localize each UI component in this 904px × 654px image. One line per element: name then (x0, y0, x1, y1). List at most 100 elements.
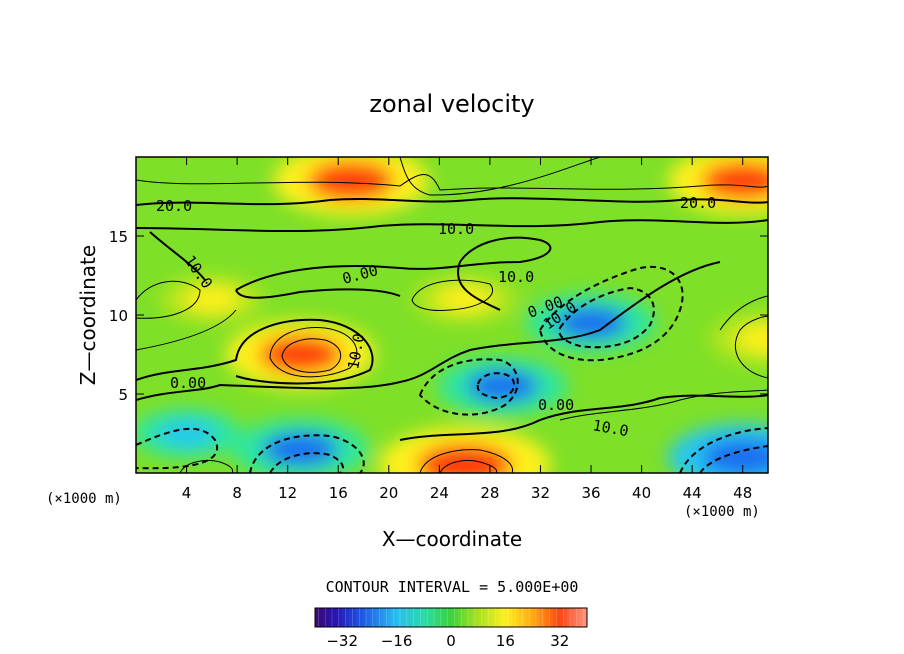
colorbar-cell (563, 608, 568, 627)
colorbar-cell (403, 608, 408, 627)
y-tick-label: 15 (109, 228, 128, 246)
colorbar-cell (335, 608, 340, 627)
contour-line (249, 434, 365, 473)
colorbar-cell (447, 608, 452, 627)
colorbar-tick-label: 16 (496, 632, 515, 650)
colorbar-cell (491, 608, 496, 627)
colorbar-cell (457, 608, 462, 627)
x-tick-label: 20 (379, 484, 398, 502)
contour-line (538, 265, 684, 362)
colorbar-cell (420, 608, 425, 627)
colorbar-cell (559, 608, 564, 627)
colorbar-cell (379, 608, 384, 627)
colorbar-cell (546, 608, 551, 627)
contour-label: 0.00 (538, 396, 574, 414)
contour-line (419, 449, 514, 473)
colorbar-cell (440, 608, 445, 627)
colorbar-cell (396, 608, 401, 627)
field-layer (136, 157, 768, 473)
contour-line (679, 427, 768, 473)
colorbar-cell (502, 608, 506, 627)
contour-line (136, 219, 768, 233)
colorbar-cell (481, 608, 486, 627)
contour-line (476, 372, 515, 400)
colorbar-cell (512, 608, 517, 627)
colorbar-cell (539, 608, 544, 627)
x-tick-label: 24 (430, 484, 449, 502)
colorbar-cell (315, 608, 319, 627)
colorbar-cell (580, 608, 585, 627)
colorbar-cell (498, 608, 503, 627)
contour-label: 20.0 (156, 197, 192, 215)
field-core (307, 161, 394, 200)
contour-line (136, 174, 768, 191)
colorbar-cell (386, 608, 391, 627)
colorbar-cell (474, 608, 479, 627)
contour-line (136, 427, 218, 470)
colorbar-cell (519, 608, 523, 627)
colorbar-ticks: −32 −16 0 16 32 (326, 632, 569, 650)
colorbar-cell (328, 608, 333, 627)
plot-area: 20.0 20.0 10.0 10.0 10.0 10.0 10.0 10.0 … (136, 157, 768, 473)
colorbar-cell (406, 608, 411, 627)
colorbar-cell (352, 608, 357, 627)
colorbar-cell (536, 608, 540, 627)
colorbar-cell (495, 608, 500, 627)
field-core (555, 306, 627, 340)
field-core (735, 324, 768, 354)
x-tick-label: 32 (531, 484, 550, 502)
colorbar-cell (376, 608, 381, 627)
contour-line (179, 459, 234, 473)
contour-line (559, 389, 768, 421)
x-axis-label: X—coordinate (382, 527, 522, 551)
colorbar-cell (573, 608, 578, 627)
contour-label: 10.0 (438, 220, 474, 238)
contour-label: 20.0 (680, 194, 716, 212)
x-tick-label: 28 (480, 484, 499, 502)
y-tick-label: 10 (109, 307, 128, 325)
contour-label: 10.0 (591, 416, 630, 440)
colorbar-cell (355, 608, 360, 627)
colorbar-cell (423, 608, 428, 627)
colorbar-tick-label: 0 (446, 632, 456, 650)
field-core (259, 336, 342, 373)
colorbar-cell (362, 608, 367, 627)
colorbar-cell (478, 608, 483, 627)
contour-line (399, 394, 768, 441)
colorbar-cell (318, 608, 323, 627)
x-axis: 4 8 12 16 20 24 28 32 36 40 44 48 (182, 157, 752, 502)
colorbar-cell (468, 608, 472, 627)
colorbar-cell (566, 608, 571, 627)
colorbar-cell (549, 608, 554, 627)
contour-line (281, 338, 342, 373)
colorbar-cell (522, 608, 527, 627)
colorbar-cell (338, 608, 343, 627)
colorbar-cell (332, 608, 336, 627)
contour-line (439, 459, 498, 473)
colorbar-cell (359, 608, 364, 627)
colorbar-cell (508, 608, 513, 627)
contour-line (269, 326, 358, 378)
colorbar-cell (434, 608, 438, 627)
contour-line (734, 315, 768, 379)
contour-line (235, 288, 401, 299)
colorbar-cell (393, 608, 398, 627)
colorbar-cell (488, 608, 493, 627)
colorbar-cell (556, 608, 561, 627)
colorbar-cell (576, 608, 581, 627)
colorbar-cell (464, 608, 469, 627)
contour-line (699, 445, 768, 473)
x-tick-label: 48 (733, 484, 752, 502)
colorbar-cell (427, 608, 432, 627)
colorbar-cell (342, 608, 347, 627)
contour-line (136, 197, 768, 206)
colorbar-tick-label: 32 (550, 632, 569, 650)
colorbar-cell (505, 608, 510, 627)
colorbar-cell (400, 608, 404, 627)
x-unit-label-left: (×1000 m) (46, 491, 122, 507)
colorbar-cell (389, 608, 394, 627)
colorbar-cell (451, 608, 455, 627)
field-core (262, 432, 338, 467)
x-tick-label: 36 (581, 484, 600, 502)
